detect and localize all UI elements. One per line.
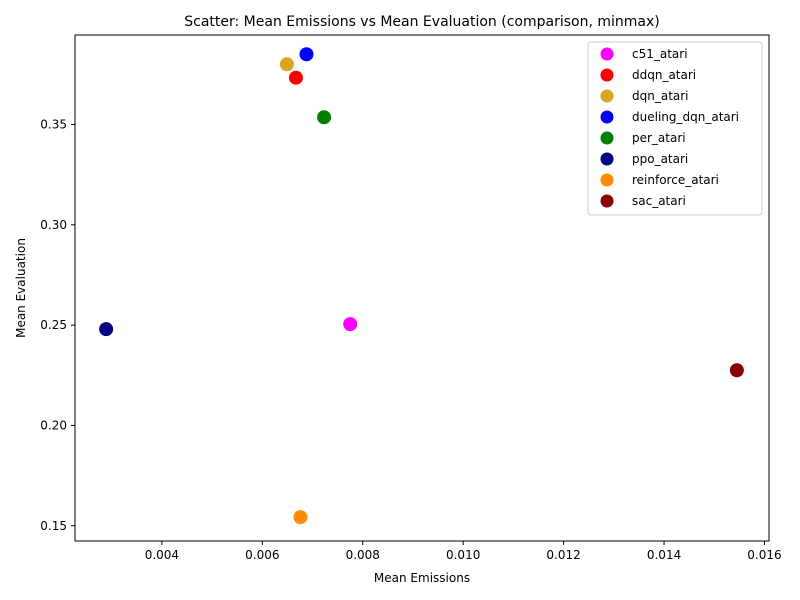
- y-tick-label: 0.30: [40, 218, 67, 232]
- legend-marker: [600, 110, 614, 124]
- plot-frame: [74, 34, 770, 542]
- legend-label: ddqn_atari: [632, 68, 696, 82]
- x-tick-label: 0.012: [546, 548, 580, 562]
- legend-label: dueling_dqn_atari: [632, 110, 739, 124]
- point-sac-atari: [729, 363, 744, 378]
- data-points: [99, 47, 744, 525]
- point-ppo-atari: [99, 322, 114, 337]
- y-tick-label: 0.20: [40, 418, 67, 432]
- x-tick-label: 0.014: [647, 548, 681, 562]
- legend-box: [587, 41, 763, 216]
- legend-label: per_atari: [632, 131, 686, 145]
- x-tick-label: 0.006: [245, 548, 279, 562]
- legend-items: c51_atari ddqn_atari dqn_atari dueling_dqn_…: [600, 47, 739, 208]
- x-axis-label: Mean Emissions: [374, 571, 470, 585]
- legend-label: dqn_atari: [632, 89, 689, 103]
- point-ddqn-atari: [288, 70, 303, 85]
- legend-marker: [600, 68, 614, 82]
- legend-marker: [600, 194, 614, 208]
- y-tick-label: 0.15: [40, 519, 67, 533]
- y-tick-label: 0.25: [40, 318, 67, 332]
- x-tick-label: 0.010: [446, 548, 480, 562]
- x-tick-label: 0.004: [145, 548, 179, 562]
- x-axis-ticks: 0.004 0.006 0.008 0.010 0.012 0.014 0.016: [145, 541, 782, 562]
- y-axis-label: Mean Evaluation: [14, 238, 28, 338]
- legend: c51_atari ddqn_atari dqn_atari dueling_dqn_…: [587, 41, 763, 216]
- legend-marker: [600, 89, 614, 103]
- legend-label: ppo_atari: [632, 152, 688, 166]
- chart-title: Scatter: Mean Emissions vs Mean Evaluati…: [184, 14, 659, 30]
- x-tick-label: 0.008: [346, 548, 380, 562]
- legend-marker: [600, 173, 614, 187]
- legend-marker: [600, 131, 614, 145]
- legend-label: sac_atari: [632, 194, 686, 208]
- point-c51-atari: [343, 317, 358, 332]
- y-tick-label: 0.35: [40, 117, 67, 131]
- point-dqn-atari: [279, 57, 294, 72]
- point-reinforce-atari: [293, 510, 308, 525]
- legend-marker: [600, 152, 614, 166]
- x-tick-label: 0.016: [747, 548, 781, 562]
- legend-marker: [600, 47, 614, 61]
- y-axis-ticks: 0.15 0.20 0.25 0.30 0.35: [40, 117, 75, 533]
- legend-label: reinforce_atari: [632, 173, 719, 187]
- point-per-atari: [317, 110, 332, 125]
- legend-label: c51_atari: [632, 47, 688, 61]
- point-dueling-dqn-atari: [299, 47, 314, 62]
